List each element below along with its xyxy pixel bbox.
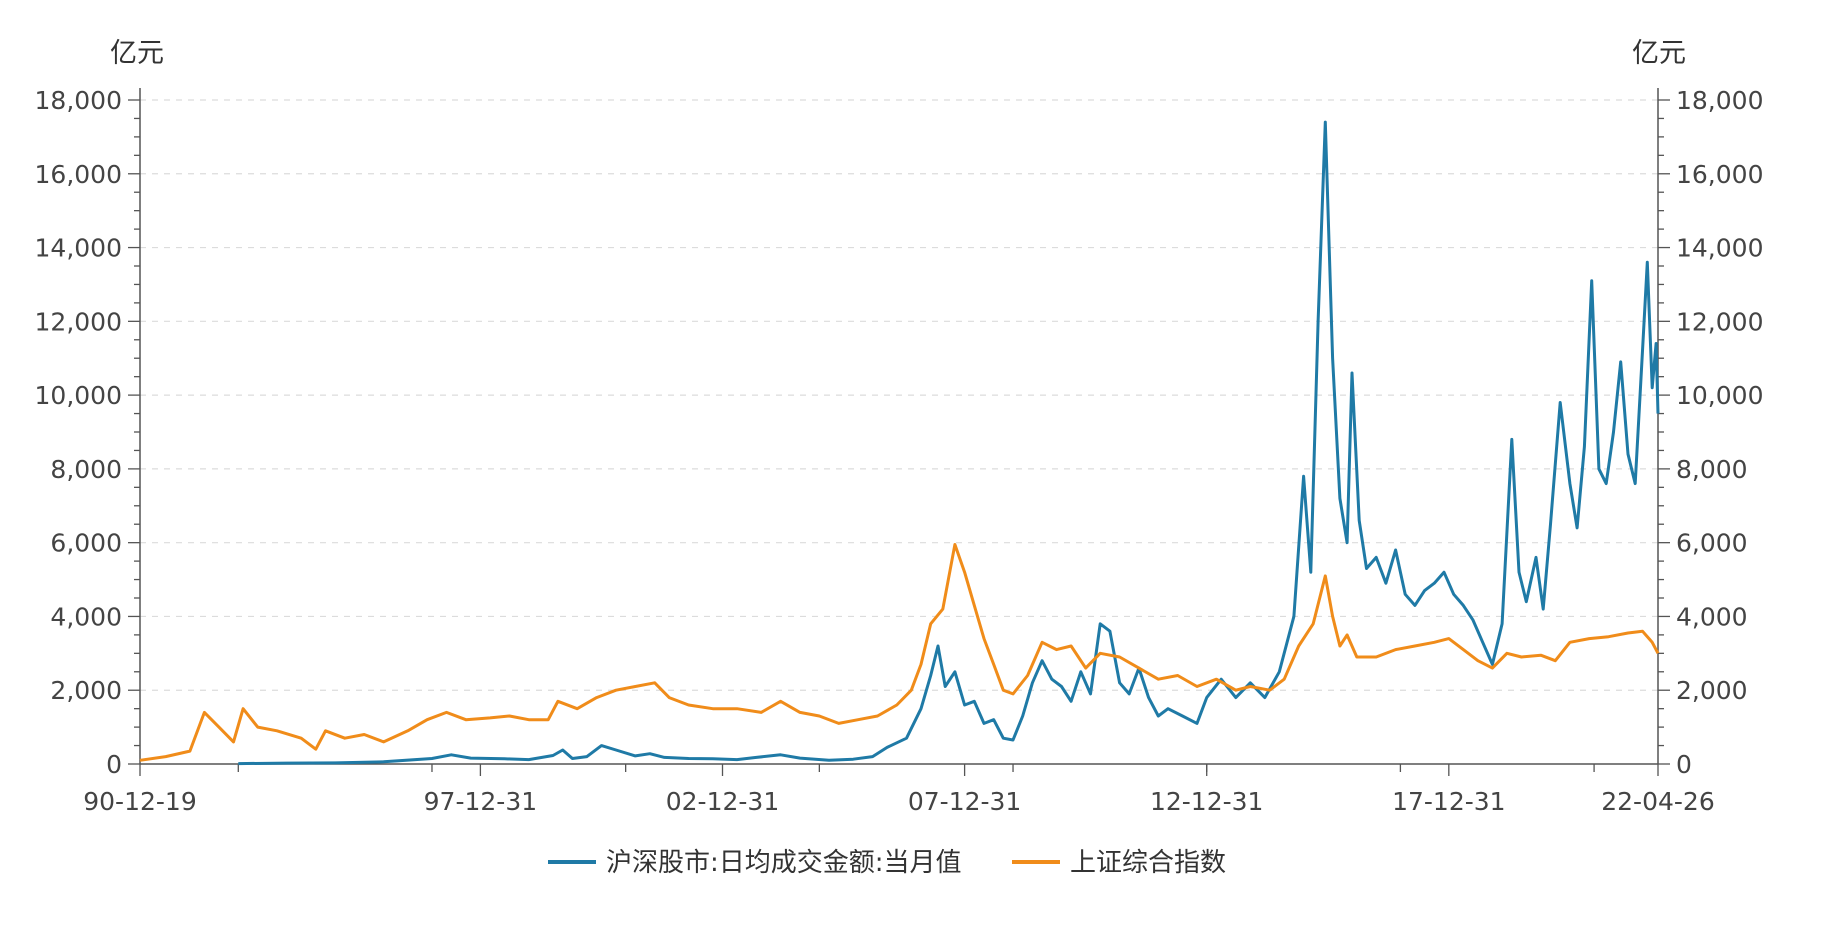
axes xyxy=(139,88,1659,765)
x-tick-label: 02-12-31 xyxy=(666,787,779,816)
left-unit-label: 亿元 xyxy=(110,38,164,69)
x-tick-label: 97-12-31 xyxy=(424,787,537,816)
right-y-tick-label: 18,000 xyxy=(1676,86,1763,115)
left-y-tick-label: 8,000 xyxy=(50,455,122,484)
right-y-tick-label: 14,000 xyxy=(1676,234,1763,263)
right-y-tick-label: 2,000 xyxy=(1676,676,1748,705)
right-y-tick-label: 10,000 xyxy=(1676,381,1763,410)
legend: 沪深股市:日均成交金额:当月值 上证综合指数 xyxy=(548,848,1226,878)
right-y-tick-label: 6,000 xyxy=(1676,529,1748,558)
left-y-tick-label: 0 xyxy=(106,750,122,779)
right-y-tick-label: 16,000 xyxy=(1676,160,1763,189)
legend-label-turnover: 沪深股市:日均成交金额:当月值 xyxy=(606,848,962,878)
x-tick-label: 90-12-19 xyxy=(83,787,196,816)
x-tick-label: 12-12-31 xyxy=(1150,787,1263,816)
right-y-ticks: 0 2,000 4,000 6,000 8,000 10,000 12,000 14,000 1… xyxy=(1658,86,1763,779)
series-lines xyxy=(139,120,1660,766)
gridlines xyxy=(140,99,1658,691)
left-y-tick-label: 10,000 xyxy=(35,381,122,410)
left-y-tick-label: 16,000 xyxy=(35,160,122,189)
right-y-tick-label: 0 xyxy=(1676,750,1692,779)
left-y-tick-label: 4,000 xyxy=(50,602,122,631)
right-y-tick-label: 8,000 xyxy=(1676,455,1748,484)
left-y-tick-label: 6,000 xyxy=(50,529,122,558)
left-y-tick-label: 2,000 xyxy=(50,676,122,705)
x-ticks: 90-12-19 97-12-31 02-12-31 07-12-31 12-12-31… xyxy=(83,764,1715,816)
left-y-tick-label: 14,000 xyxy=(35,234,122,263)
x-tick-label: 17-12-31 xyxy=(1392,787,1505,816)
x-tick-label: 22-04-26 xyxy=(1601,787,1714,816)
series-line-turnover xyxy=(238,120,1660,766)
left-y-ticks: 0 2,000 4,000 6,000 8,000 10,000 12,000 14,000 1… xyxy=(35,86,140,779)
left-y-tick-label: 12,000 xyxy=(35,307,122,336)
right-y-tick-label: 4,000 xyxy=(1676,602,1748,631)
legend-label-index: 上证综合指数 xyxy=(1070,848,1226,878)
right-y-tick-label: 12,000 xyxy=(1676,307,1763,336)
left-y-tick-label: 18,000 xyxy=(35,86,122,115)
series-line-index xyxy=(139,543,1660,762)
right-unit-label: 亿元 xyxy=(1632,38,1686,69)
x-tick-label: 07-12-31 xyxy=(908,787,1021,816)
